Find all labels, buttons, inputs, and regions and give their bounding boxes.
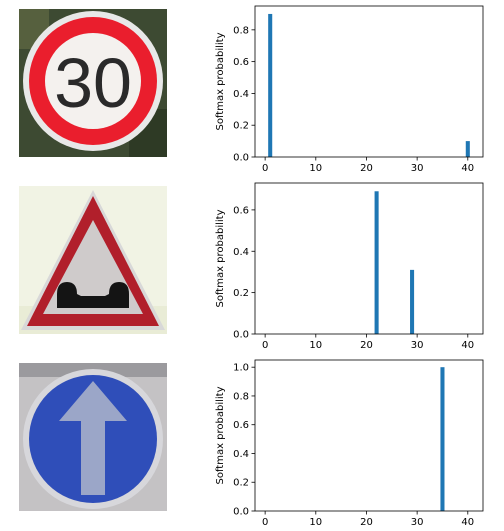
y-tick-label-2: 0.4 [233, 89, 249, 100]
softmax-chart-2: 0 10 20 30 40 0.0 0.2 0.4 0.6 Softmax probability [200, 177, 504, 354]
bar-40 [465, 141, 470, 157]
x-tick-label-0: 0 [262, 163, 268, 174]
softmax-chart-2-plot: 0 10 20 30 40 0.0 0.2 0.4 0.6 Softmax probability [215, 182, 484, 351]
x-tick-label-10: 10 [309, 517, 322, 528]
y-tick-label-2: 0.4 [233, 247, 249, 258]
bar-1 [268, 13, 273, 157]
y-tick-label-0: 0.0 [233, 330, 249, 341]
y-axis-label: Softmax probability [215, 386, 226, 484]
bumpy-road-warning-sign-icon [19, 186, 167, 334]
y-tick-label-0: 0.0 [233, 153, 249, 164]
softmax-chart-3-plot: 0 10 20 30 40 0.0 0.2 0.4 0.6 0.8 1.0 Softmax proba… [215, 359, 484, 528]
bar-22 [374, 191, 379, 334]
y-tick-label-3: 0.6 [233, 205, 249, 216]
y-tick-label-1: 0.2 [233, 478, 249, 489]
x-tick-label-20: 20 [360, 517, 373, 528]
x-tick-label-0: 0 [262, 340, 268, 351]
y-tick-label-3: 0.6 [233, 420, 249, 431]
ahead-only-sign-image [19, 363, 167, 511]
y-tick-label-0: 0.0 [233, 507, 249, 518]
y-tick-label-4: 0.8 [233, 391, 249, 402]
y-tick-label-5: 1.0 [233, 363, 249, 374]
y-axis-label: Softmax probability [215, 32, 226, 130]
bumpy-road-sign-image [19, 186, 167, 334]
ahead-only-sign-icon [19, 363, 167, 511]
sign-number: 30 [54, 44, 132, 122]
y-tick-label-2: 0.4 [233, 449, 249, 460]
y-tick-label-4: 0.8 [233, 25, 249, 36]
x-tick-label-40: 40 [461, 517, 474, 528]
y-tick-label-3: 0.6 [233, 57, 249, 68]
x-tick-label-40: 40 [461, 163, 474, 174]
softmax-chart-1-plot: 0 10 20 30 40 0.0 0.2 0.4 0.6 0.8 Softmax probabil… [215, 5, 484, 174]
x-tick-label-40: 40 [461, 340, 474, 351]
x-tick-label-30: 30 [411, 163, 424, 174]
speed-limit-30-sign-image: 30 [19, 9, 167, 157]
bar-29 [410, 269, 415, 334]
x-tick-label-20: 20 [360, 340, 373, 351]
plot-frame [254, 359, 484, 512]
x-tick-label-30: 30 [411, 340, 424, 351]
y-tick-label-1: 0.2 [233, 288, 249, 299]
x-tick-label-20: 20 [360, 163, 373, 174]
bar-35 [440, 367, 445, 511]
plot-frame [254, 5, 484, 158]
plot-frame [254, 182, 484, 335]
speed-limit-30-sign-icon: 30 [19, 9, 167, 157]
softmax-chart-1: 0 10 20 30 40 0.0 0.2 0.4 0.6 0.8 Softmax probabil… [200, 0, 504, 177]
x-tick-label-0: 0 [262, 517, 268, 528]
y-tick-label-1: 0.2 [233, 121, 249, 132]
x-tick-label-10: 10 [309, 163, 322, 174]
x-tick-label-10: 10 [309, 340, 322, 351]
x-tick-label-30: 30 [411, 517, 424, 528]
softmax-chart-3: 0 10 20 30 40 0.0 0.2 0.4 0.6 0.8 1.0 Softmax proba… [200, 354, 504, 531]
y-axis-label: Softmax probability [215, 209, 226, 307]
